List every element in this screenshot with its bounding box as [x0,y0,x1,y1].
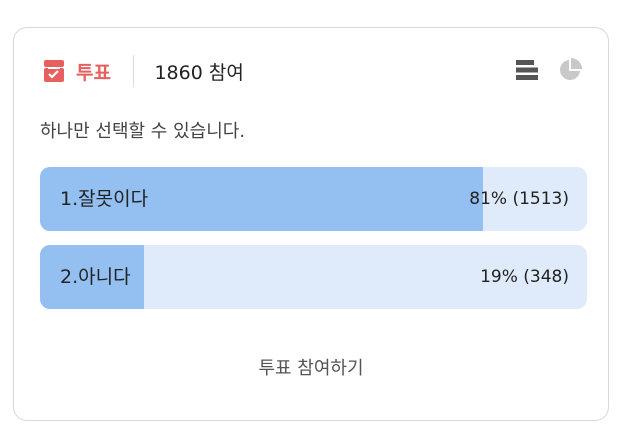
ballot-box-icon [44,60,64,82]
poll-card: 투표 1860 참여 하나만 선택할 수 있습니다. 1.잘못이다 81% (1… [13,27,609,421]
result-bar-fill [40,167,484,231]
vote-submit-button[interactable]: 투표 참여하기 [258,358,364,379]
option-result: 81% (1513) [469,189,569,209]
bar-list-icon[interactable] [516,59,538,81]
option-label: 1.잘못이다 [60,188,149,210]
poll-instruction: 하나만 선택할 수 있습니다. [40,121,246,142]
option-label: 2.아니다 [60,266,131,288]
participant-count: 1860 참여 [154,61,244,84]
poll-header: 투표 1860 참여 [42,55,244,87]
pie-chart-icon[interactable] [558,58,582,82]
poll-label: 투표 [76,61,111,84]
poll-option-1[interactable]: 1.잘못이다 81% (1513) [40,167,587,231]
poll-option-2[interactable]: 2.아니다 19% (348) [40,245,587,309]
divider [132,55,135,87]
result-bar-fill [40,245,144,309]
option-result: 19% (348) [480,267,569,287]
